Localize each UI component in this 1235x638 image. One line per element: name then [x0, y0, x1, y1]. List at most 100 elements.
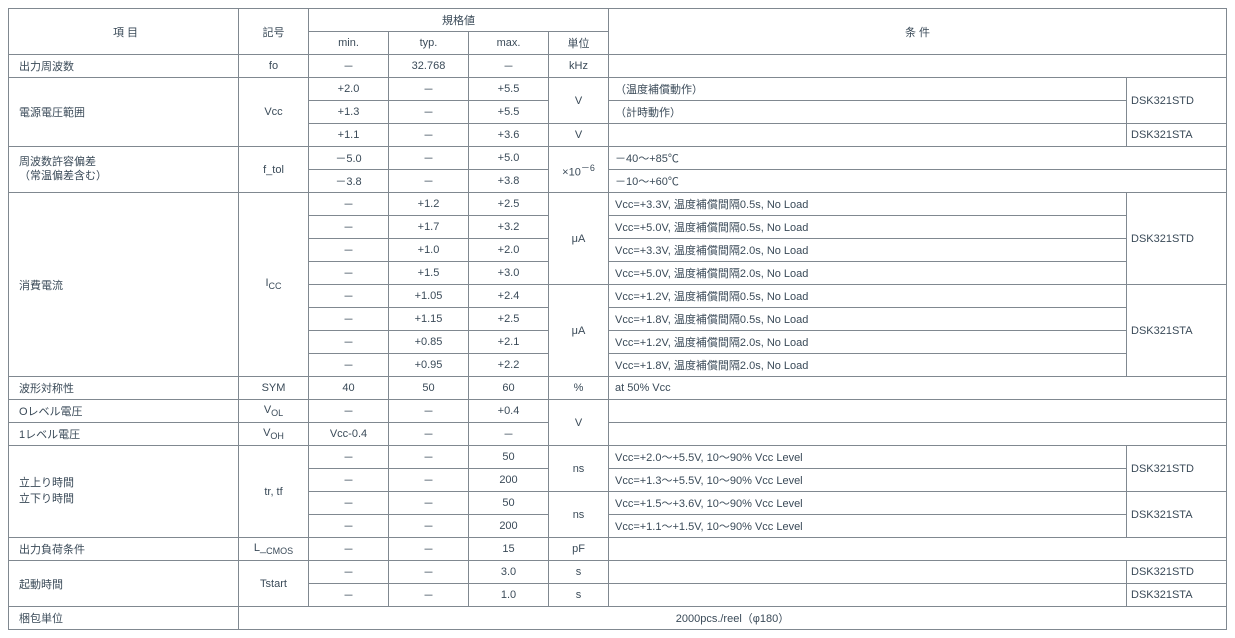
symbol: SYM: [239, 377, 309, 400]
min: －5.0: [309, 147, 389, 170]
typ: －: [389, 147, 469, 170]
row-ftol-a: 周波数許容偏差 （常温偏差含む） f_tol －5.0 － +5.0 ×10－6…: [9, 147, 1227, 170]
cond: Vcc=+2.0～+5.5V, 10～90% Vcc Level: [609, 446, 1127, 469]
max: +5.5: [469, 78, 549, 101]
unit: V: [549, 124, 609, 147]
row-voh: 1レベル電圧 VOH Vcc-0.4 － －: [9, 423, 1227, 446]
item-label: 波形対称性: [9, 377, 239, 400]
typ: －: [389, 538, 469, 561]
max: +0.4: [469, 400, 549, 423]
cond: [609, 400, 1227, 423]
typ: －: [389, 446, 469, 469]
min: －: [309, 515, 389, 538]
max: 3.0: [469, 561, 549, 584]
max: +2.0: [469, 239, 549, 262]
min: 40: [309, 377, 389, 400]
cond: Vcc=+1.2V, 温度補償間隔2.0s, No Load: [609, 331, 1127, 354]
header-row-1: 項 目 記号 規格値 条 件: [9, 9, 1227, 32]
min: －: [309, 216, 389, 239]
header-max: max.: [469, 32, 549, 55]
header-spec: 規格値: [309, 9, 609, 32]
unit: s: [549, 561, 609, 584]
unit: kHz: [549, 55, 609, 78]
min: －: [309, 354, 389, 377]
typ: －: [389, 400, 469, 423]
min: +1.3: [309, 101, 389, 124]
item-label: 立上り時間 立下り時間: [9, 446, 239, 538]
max: 15: [469, 538, 549, 561]
min: －: [309, 538, 389, 561]
model: DSK321STA: [1127, 492, 1227, 538]
item-label: 起動時間: [9, 561, 239, 607]
max: 50: [469, 446, 549, 469]
unit: %: [549, 377, 609, 400]
min: －: [309, 239, 389, 262]
item-label: 消費電流: [9, 193, 239, 377]
unit: ns: [549, 446, 609, 492]
model: DSK321STD: [1127, 78, 1227, 124]
cond: Vcc=+1.2V, 温度補償間隔0.5s, No Load: [609, 285, 1127, 308]
cond: at 50% Vcc: [609, 377, 1227, 400]
item-label: 梱包単位: [9, 607, 239, 630]
item-label: 出力周波数: [9, 55, 239, 78]
typ: －: [389, 584, 469, 607]
item-label: 出力負荷条件: [9, 538, 239, 561]
symbol: Vcc: [239, 78, 309, 147]
header-cond: 条 件: [609, 9, 1227, 55]
max: 60: [469, 377, 549, 400]
max: +3.2: [469, 216, 549, 239]
header-symbol: 記号: [239, 9, 309, 55]
cond: [609, 55, 1227, 78]
model: DSK321STA: [1127, 285, 1227, 377]
unit: μA: [549, 285, 609, 377]
typ: －: [389, 469, 469, 492]
max: +5.5: [469, 101, 549, 124]
typ: +1.0: [389, 239, 469, 262]
max: －: [469, 423, 549, 446]
min: －: [309, 285, 389, 308]
cond: （計時動作）: [609, 101, 1127, 124]
item-label: 周波数許容偏差 （常温偏差含む）: [9, 147, 239, 193]
row-vcc-a: 電源電圧範囲 Vcc +2.0 － +5.5 V （温度補償動作） DSK321…: [9, 78, 1227, 101]
min: +2.0: [309, 78, 389, 101]
min: －: [309, 331, 389, 354]
row-output-freq: 出力周波数 fo － 32.768 － kHz: [9, 55, 1227, 78]
unit: pF: [549, 538, 609, 561]
typ: －: [389, 101, 469, 124]
unit: ns: [549, 492, 609, 538]
item-label: 電源電圧範囲: [9, 78, 239, 147]
min: －: [309, 492, 389, 515]
typ: －: [389, 78, 469, 101]
typ: +0.85: [389, 331, 469, 354]
min: －: [309, 262, 389, 285]
item-label: Oレベル電圧: [9, 400, 239, 423]
cond: Vcc=+1.5～+3.6V, 10～90% Vcc Level: [609, 492, 1127, 515]
min: －: [309, 446, 389, 469]
min: －: [309, 469, 389, 492]
symbol: VOL: [239, 400, 309, 423]
unit: μA: [549, 193, 609, 285]
header-typ: typ.: [389, 32, 469, 55]
typ: +1.5: [389, 262, 469, 285]
row-load: 出力負荷条件 L_CMOS － － 15 pF: [9, 538, 1227, 561]
model: DSK321STA: [1127, 124, 1227, 147]
min: －: [309, 400, 389, 423]
cond: Vcc=+5.0V, 温度補償間隔2.0s, No Load: [609, 262, 1127, 285]
model: DSK321STA: [1127, 584, 1227, 607]
typ: －: [389, 492, 469, 515]
max: +2.2: [469, 354, 549, 377]
typ: +0.95: [389, 354, 469, 377]
item-label: 1レベル電圧: [9, 423, 239, 446]
cond: （温度補償動作）: [609, 78, 1127, 101]
max: +3.0: [469, 262, 549, 285]
symbol: VOH: [239, 423, 309, 446]
spec-table: 項 目 記号 規格値 条 件 min. typ. max. 単位 出力周波数 f…: [8, 8, 1227, 630]
header-min: min.: [309, 32, 389, 55]
unit: V: [549, 400, 609, 446]
cond: Vcc=+1.8V, 温度補償間隔0.5s, No Load: [609, 308, 1127, 331]
cond: [609, 423, 1227, 446]
header-item: 項 目: [9, 9, 239, 55]
row-trtf-std-0: 立上り時間 立下り時間 tr, tf － － 50 ns Vcc=+2.0～+5…: [9, 446, 1227, 469]
symbol: L_CMOS: [239, 538, 309, 561]
symbol: fo: [239, 55, 309, 78]
